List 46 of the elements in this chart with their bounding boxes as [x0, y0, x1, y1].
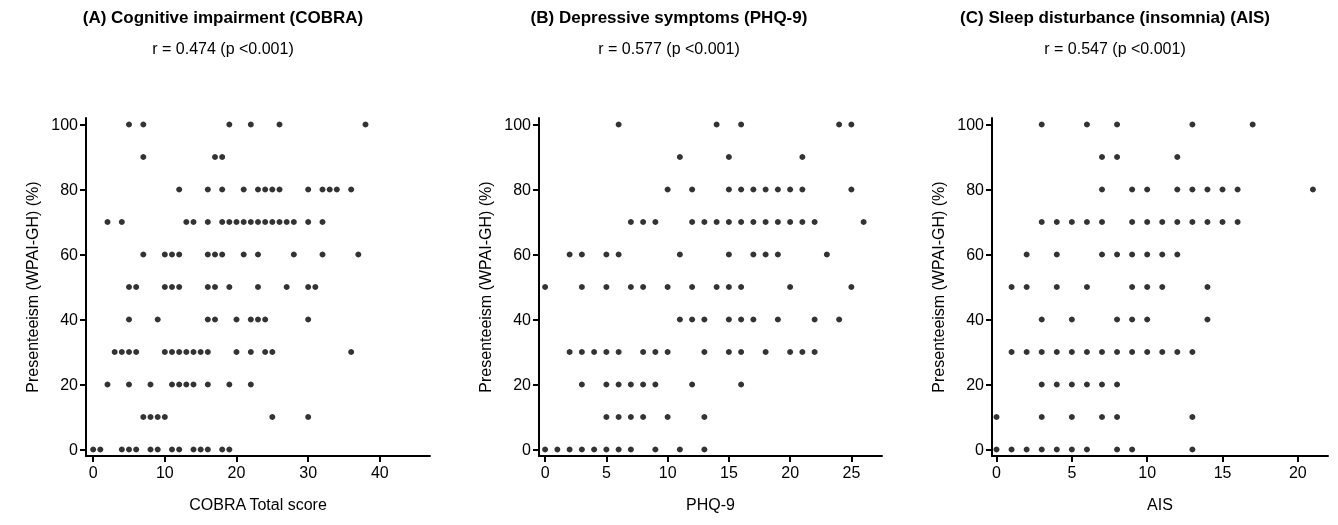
x-tick-label: 5 — [601, 463, 611, 481]
x-tick-label: 20 — [781, 463, 800, 481]
y-axis-title: Presenteeism (WPAI-GH) (%) — [929, 181, 947, 393]
x-axis-title: COBRA Total score — [189, 495, 327, 513]
x-tick-label: 0 — [992, 463, 1002, 481]
y-tick-label: 0 — [975, 441, 985, 458]
x-tick-label: 10 — [1138, 463, 1157, 481]
x-tick-label: 30 — [299, 463, 318, 481]
x-tick-label: 0 — [88, 463, 98, 481]
x-tick-label: 25 — [842, 463, 861, 481]
y-tick-label: 100 — [957, 116, 985, 133]
chart-title: (B) Depressive symptoms (PHQ-9) — [530, 8, 808, 27]
chart-title: (C) Sleep disturbance (insomnia) (AIS) — [960, 8, 1270, 27]
y-tick-label: 80 — [513, 181, 532, 198]
chart-title: (A) Cognitive impairment (COBRA) — [82, 8, 364, 27]
x-tick-label: 15 — [1213, 463, 1232, 481]
chart-subtitle: r = 0.474 (p <0.001) — [152, 39, 294, 57]
y-tick-label: 100 — [51, 116, 79, 133]
y-tick-label: 20 — [60, 376, 79, 393]
x-tick-label: 15 — [719, 463, 738, 481]
y-tick-label: 80 — [60, 181, 79, 198]
x-axis-title: PHQ-9 — [686, 495, 736, 513]
y-tick-label: 60 — [513, 246, 532, 263]
x-tick-label: 20 — [1288, 463, 1307, 481]
y-tick-label: 40 — [966, 311, 985, 328]
chart-subtitle: r = 0.547 (p <0.001) — [1044, 39, 1186, 57]
x-axis-title: AIS — [1147, 495, 1173, 513]
y-tick-label: 80 — [966, 181, 985, 198]
y-tick-label: 60 — [60, 246, 79, 263]
y-tick-label: 40 — [60, 311, 79, 328]
x-tick-label: 0 — [540, 463, 550, 481]
y-tick-label: 20 — [966, 376, 985, 393]
y-tick-label: 60 — [966, 246, 985, 263]
y-tick-label: 20 — [513, 376, 532, 393]
y-tick-label: 40 — [513, 311, 532, 328]
x-tick-label: 10 — [658, 463, 677, 481]
x-tick-label: 5 — [1067, 463, 1077, 481]
y-tick-label: 0 — [522, 441, 532, 458]
y-tick-label: 0 — [69, 441, 79, 458]
y-tick-label: 100 — [504, 116, 532, 133]
x-tick-label: 20 — [227, 463, 246, 481]
x-tick-label: 10 — [155, 463, 174, 481]
x-tick-label: 40 — [370, 463, 389, 481]
y-axis-title: Presenteeism (WPAI-GH) (%) — [23, 181, 41, 393]
chart-subtitle: r = 0.577 (p <0.001) — [598, 39, 740, 57]
y-axis-title: Presenteeism (WPAI-GH) (%) — [476, 181, 494, 393]
